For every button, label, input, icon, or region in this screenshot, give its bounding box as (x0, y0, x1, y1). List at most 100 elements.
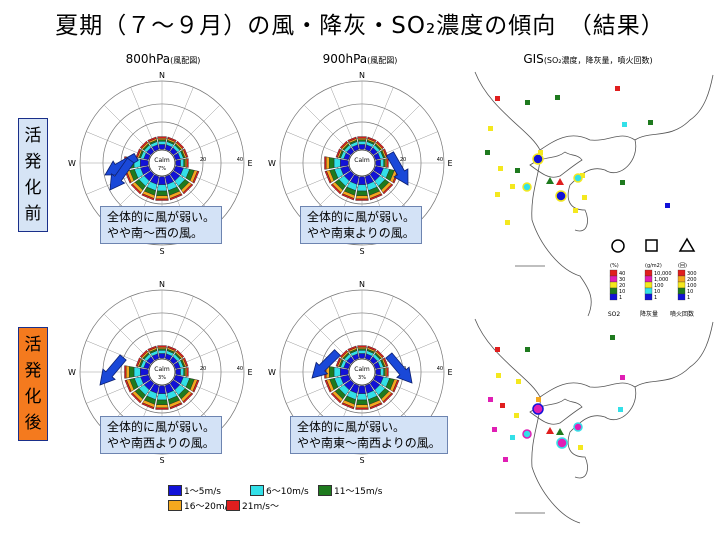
header-gis: GIS(SO₂濃度，降灰量，噴火回数) (478, 52, 698, 66)
rose-petal (383, 357, 389, 367)
legend-item-1: 1～5m/s (168, 484, 221, 497)
rose-petal (155, 198, 169, 201)
rose-petal (158, 141, 166, 145)
gis-map-after (474, 318, 714, 524)
rose-petal (375, 159, 381, 167)
ash-marker (622, 122, 627, 127)
ash-marker (538, 150, 543, 155)
rose-petal (180, 159, 184, 167)
rose-petal (169, 402, 183, 410)
ash-marker (496, 373, 501, 378)
rose-petal (324, 379, 332, 393)
ash-marker (620, 375, 625, 380)
calm-label: Calm (354, 366, 370, 373)
rose-petal (157, 137, 167, 140)
compass-w: W (268, 368, 276, 377)
rose-petal (358, 141, 366, 145)
rose-petal (139, 349, 148, 358)
note-800hpa-before: 全体的に風が弱い。 やや南～西の風。 (100, 206, 223, 244)
rose-petal (185, 158, 188, 168)
ash-marker (536, 397, 541, 402)
calm-circle (148, 149, 176, 177)
rose-petal (155, 195, 169, 200)
ash-marker (610, 335, 615, 340)
legend-item-5: 21m/s～ (226, 499, 279, 512)
rose-petal (357, 347, 367, 349)
gis-scale-text: 200 (687, 277, 697, 283)
rose-petal (386, 367, 389, 377)
compass-e: E (447, 159, 452, 168)
ring-label: 20 (200, 366, 206, 372)
rose-petal (324, 156, 327, 170)
rose-petal (156, 393, 168, 401)
rose-petal (335, 148, 341, 158)
coastline (529, 398, 583, 425)
eruption-marker (546, 427, 554, 434)
rose-petal (358, 144, 366, 150)
gis-scale-swatch (644, 269, 653, 277)
rose-petal (175, 159, 181, 167)
header-gis-main: GIS (523, 52, 544, 66)
header-800hpa-main: 800hPa (125, 52, 171, 66)
note-line: やや南～西の風。 (107, 226, 204, 240)
rose-petal (186, 367, 189, 377)
so2-marker (522, 429, 532, 439)
rose-petal (339, 349, 348, 358)
legend-item-2: 6～10m/s (250, 484, 309, 497)
gis-scale-text: 10,000 (654, 271, 672, 277)
calm-circle (348, 149, 376, 177)
rose-petal (392, 379, 400, 393)
note-line: 全体的に風が弱い。 (107, 210, 216, 224)
coastline (634, 74, 714, 141)
compass-n: N (359, 71, 365, 80)
compass-n: N (159, 71, 165, 80)
rose-petal (376, 140, 385, 149)
rose-petal (155, 404, 169, 409)
compass-e: E (247, 368, 252, 377)
so2-marker (573, 422, 583, 432)
rose-petal (383, 367, 386, 377)
rose-petal (157, 348, 167, 351)
compass-s: S (159, 456, 164, 465)
gis-scale-text: 1 (619, 295, 622, 301)
legend-label: 1～5m/s (184, 487, 221, 497)
rose-petal (356, 184, 368, 192)
gis-scale-text: 10 (619, 289, 625, 295)
rose-petal (356, 399, 368, 405)
rose-petal (333, 366, 341, 378)
note-line: やや南西よりの風。 (107, 436, 215, 450)
eruption-marker (556, 428, 564, 435)
rose-petal (357, 137, 367, 140)
rose-petal (124, 365, 127, 379)
rose-petal (357, 139, 367, 142)
note-line: 全体的に風が弱い。 (107, 420, 216, 434)
rose-petal (158, 176, 166, 185)
rose-petal (385, 158, 387, 168)
legend-swatch (250, 485, 264, 496)
rose-petal (330, 392, 342, 404)
ash-marker (495, 96, 500, 101)
wind-rose: Calm 3% N S E W 20 40 (68, 280, 252, 465)
rose-petal (385, 367, 387, 377)
rose-petal (341, 402, 355, 410)
speed-legend: 1～5m/s 6～10m/s 11～15m/s 16～20m/s 21m/s～ (168, 484, 388, 514)
rose-petal (176, 349, 185, 358)
eruption-marker (556, 178, 564, 185)
wind-arrow (99, 354, 127, 386)
rose-petal (355, 404, 369, 409)
compass-s: S (359, 456, 364, 465)
gis-scale-text: (%) (610, 263, 619, 269)
rose-petal (157, 345, 167, 348)
ash-marker (495, 192, 500, 197)
ring-label: 40 (437, 157, 443, 163)
so2-marker (522, 182, 532, 192)
rose-petal (369, 193, 383, 201)
gis-scale-swatch (609, 281, 618, 289)
legend-swatch (226, 500, 240, 511)
header-900hpa-sub: (風配図) (367, 56, 398, 65)
rose-petal (156, 190, 168, 196)
rose-petal (157, 136, 167, 139)
ash-marker (582, 195, 587, 200)
wind-arrow (385, 352, 413, 384)
gis-maps: (%)403020101SO2(g/m2)10,0001,000100101降灰… (474, 71, 714, 524)
